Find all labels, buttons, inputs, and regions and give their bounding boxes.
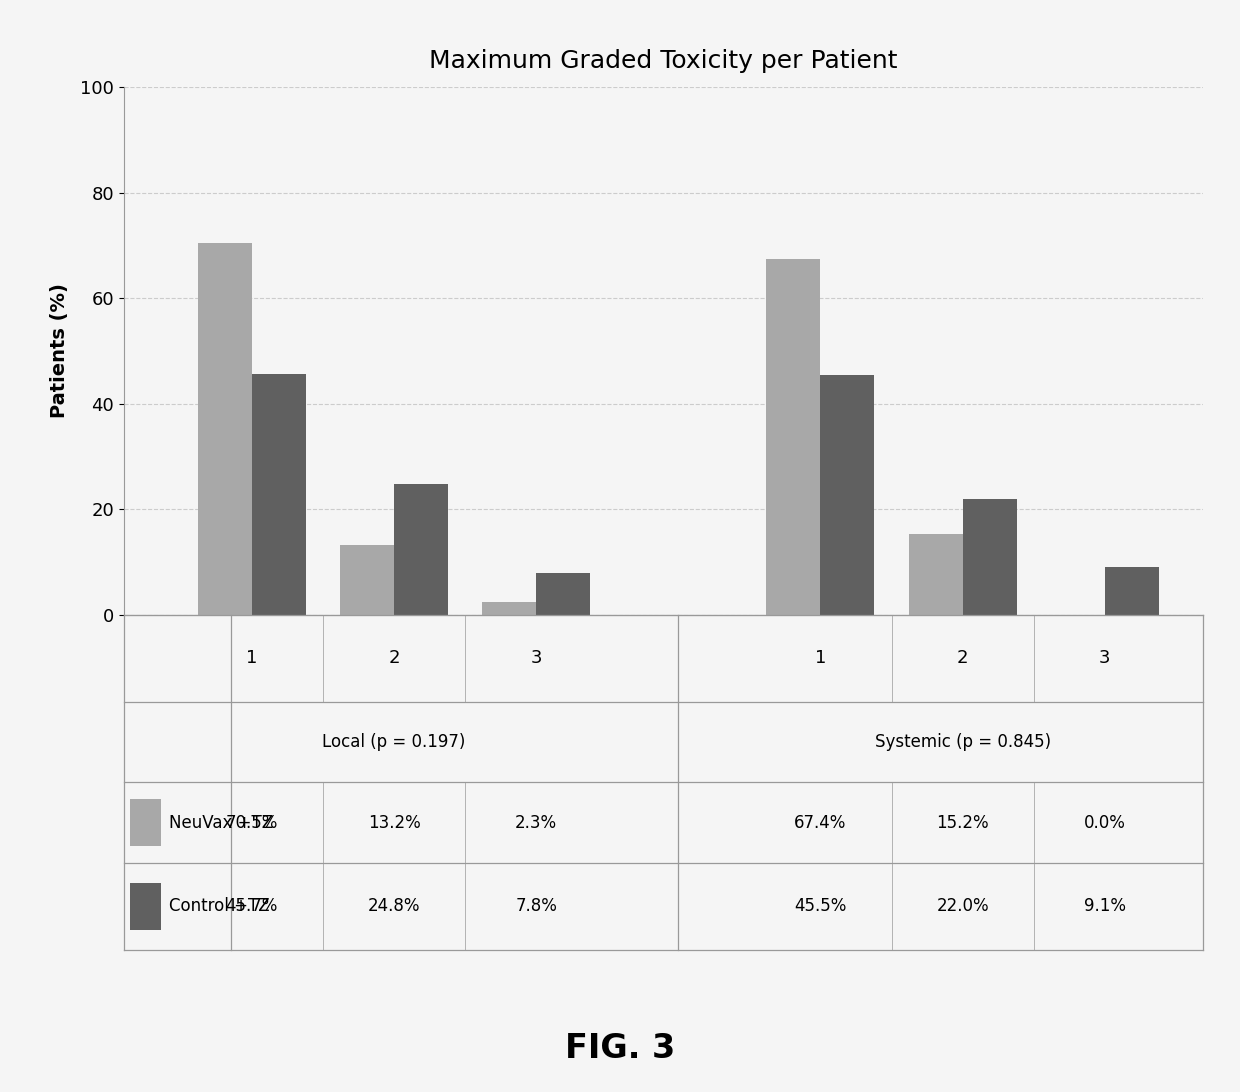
Bar <box>766 259 821 615</box>
Text: 7.8%: 7.8% <box>516 898 557 915</box>
Bar <box>1105 567 1158 615</box>
Bar <box>130 883 161 930</box>
Title: Maximum Graded Toxicity per Patient: Maximum Graded Toxicity per Patient <box>429 49 898 73</box>
Text: 15.2%: 15.2% <box>936 814 990 831</box>
Text: 1: 1 <box>247 649 258 667</box>
Y-axis label: Patients (%): Patients (%) <box>51 284 69 418</box>
Text: 45.7%: 45.7% <box>226 898 278 915</box>
Text: 13.2%: 13.2% <box>368 814 420 831</box>
Text: 45.5%: 45.5% <box>795 898 847 915</box>
Text: 2: 2 <box>957 649 968 667</box>
Text: 22.0%: 22.0% <box>936 898 990 915</box>
Bar <box>394 484 448 615</box>
Text: 2.3%: 2.3% <box>515 814 557 831</box>
Text: Control +TZ: Control +TZ <box>170 898 270 915</box>
Bar <box>821 375 874 615</box>
Text: NeuVax +TZ: NeuVax +TZ <box>170 814 274 831</box>
Bar <box>252 373 306 615</box>
Text: 3: 3 <box>531 649 542 667</box>
Text: 67.4%: 67.4% <box>795 814 847 831</box>
Bar <box>536 573 590 615</box>
Text: 70.5%: 70.5% <box>226 814 278 831</box>
Text: 9.1%: 9.1% <box>1084 898 1126 915</box>
Text: 2: 2 <box>388 649 399 667</box>
Text: 24.8%: 24.8% <box>368 898 420 915</box>
Bar <box>962 499 1017 615</box>
Text: 1: 1 <box>815 649 826 667</box>
Bar <box>340 545 394 615</box>
Bar <box>130 799 161 846</box>
Bar <box>909 534 962 615</box>
Bar <box>482 603 536 615</box>
Bar <box>198 242 252 615</box>
Text: 0.0%: 0.0% <box>1084 814 1126 831</box>
Text: FIG. 3: FIG. 3 <box>565 1032 675 1065</box>
Text: Systemic (p = 0.845): Systemic (p = 0.845) <box>874 733 1050 751</box>
Text: 3: 3 <box>1099 649 1111 667</box>
Text: Local (p = 0.197): Local (p = 0.197) <box>322 733 466 751</box>
